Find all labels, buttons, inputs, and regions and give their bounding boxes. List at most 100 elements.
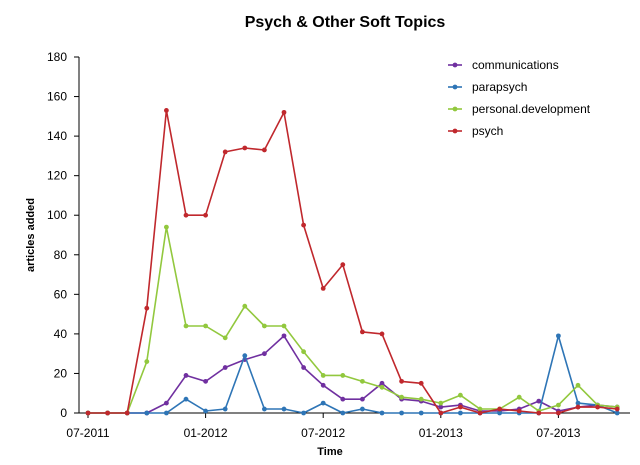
data-point-communications (360, 396, 365, 402)
legend-marker (452, 106, 458, 112)
data-point-psych (203, 212, 209, 218)
data-point-personal-development (340, 373, 346, 378)
x-axis-label: Time (317, 446, 342, 458)
data-point-psych (360, 329, 365, 335)
data-point-parapsych (418, 410, 424, 416)
data-point-parapsych (281, 406, 287, 412)
data-point-psych (183, 212, 189, 218)
data-point-communications (438, 404, 444, 410)
data-point-communications (536, 398, 542, 404)
data-point-communications (281, 333, 287, 339)
data-point-parapsych (144, 410, 150, 416)
data-point-psych (242, 145, 248, 151)
data-point-personal-development (203, 323, 209, 329)
data-point-personal-development (320, 373, 326, 378)
data-point-personal-development (242, 303, 248, 309)
data-point-parapsych (183, 396, 189, 402)
data-point-psych (614, 406, 620, 412)
legend-label: communications (472, 58, 559, 72)
data-point-communications (340, 396, 346, 402)
data-point-personal-development (144, 359, 150, 364)
y-tick-label: 20 (54, 366, 68, 380)
y-tick-label: 60 (54, 287, 68, 301)
data-point-personal-development (222, 335, 228, 341)
legend-marker (452, 84, 458, 90)
data-point-communications (164, 400, 169, 406)
data-point-psych (281, 109, 287, 115)
legend-item-personal-development: personal.development (448, 102, 591, 116)
data-point-psych (516, 408, 522, 414)
legend-label: parapsych (472, 80, 527, 94)
data-point-psych (164, 108, 169, 113)
series-personal-development (85, 224, 620, 416)
y-tick-label: 80 (54, 248, 68, 262)
data-point-psych (301, 222, 306, 228)
data-point-psych (477, 410, 483, 416)
y-tick-label: 180 (47, 50, 67, 64)
data-point-psych (222, 149, 228, 155)
y-tick-label: 140 (47, 129, 67, 143)
y-tick-label: 120 (47, 169, 67, 183)
data-point-psych (458, 404, 463, 410)
legend-item-communications: communications (448, 58, 559, 72)
data-point-personal-development (164, 224, 169, 230)
series-line-psych (88, 109, 618, 414)
data-point-personal-development (418, 396, 424, 402)
data-point-psych (85, 410, 91, 416)
data-point-personal-development (575, 382, 581, 388)
data-point-parapsych (575, 400, 581, 406)
data-point-psych (144, 305, 150, 311)
legend-marker (452, 128, 458, 134)
data-point-parapsych (222, 406, 228, 412)
data-point-psych (556, 410, 561, 416)
series-layer (85, 108, 620, 416)
y-tick-label: 40 (54, 327, 68, 341)
y-tick-label: 100 (47, 208, 67, 222)
data-point-personal-development (399, 394, 404, 400)
legend-item-psych: psych (448, 124, 503, 138)
data-point-communications (222, 365, 228, 370)
data-point-psych (320, 286, 326, 291)
data-point-personal-development (281, 323, 287, 329)
data-point-parapsych (262, 406, 267, 412)
x-tick-label: 07-2013 (536, 426, 580, 440)
data-point-personal-development (360, 378, 365, 384)
data-point-parapsych (320, 400, 326, 406)
data-point-parapsych (556, 333, 561, 339)
data-point-psych (575, 404, 581, 410)
x-axis-ticks: 07-2011 01-2012 07-2012 01-2013 07-2013 (66, 413, 581, 440)
data-point-psych (497, 406, 502, 412)
data-point-personal-development (262, 323, 267, 329)
data-point-parapsych (203, 408, 209, 414)
data-point-psych (536, 410, 542, 416)
data-point-parapsych (164, 410, 169, 416)
x-tick-label: 01-2012 (184, 426, 228, 440)
data-point-parapsych (379, 410, 385, 416)
y-tick-label: 0 (60, 406, 67, 420)
data-point-parapsych (340, 410, 346, 416)
data-point-psych (399, 378, 404, 384)
x-tick-label: 01-2013 (419, 426, 463, 440)
x-tick-label: 07-2011 (66, 426, 109, 440)
legend-label: personal.development (472, 102, 591, 116)
data-point-psych (105, 410, 110, 416)
data-point-communications (262, 351, 267, 357)
data-point-personal-development (516, 394, 522, 400)
chart-title: Psych & Other Soft Topics (245, 14, 446, 31)
data-point-psych (124, 410, 130, 416)
series-psych (85, 108, 620, 416)
legend-item-parapsych: parapsych (448, 80, 527, 94)
data-point-psych (340, 262, 346, 268)
data-point-communications (183, 373, 189, 378)
data-point-personal-development (379, 384, 385, 390)
data-point-personal-development (458, 392, 463, 398)
data-point-psych (595, 404, 600, 410)
data-point-parapsych (360, 406, 365, 412)
data-point-parapsych (458, 410, 463, 416)
legend-label: psych (472, 124, 503, 138)
data-point-communications (203, 378, 209, 384)
data-point-psych (438, 410, 444, 416)
series-line-personal-development (88, 226, 618, 414)
x-tick-label: 07-2012 (301, 426, 345, 440)
